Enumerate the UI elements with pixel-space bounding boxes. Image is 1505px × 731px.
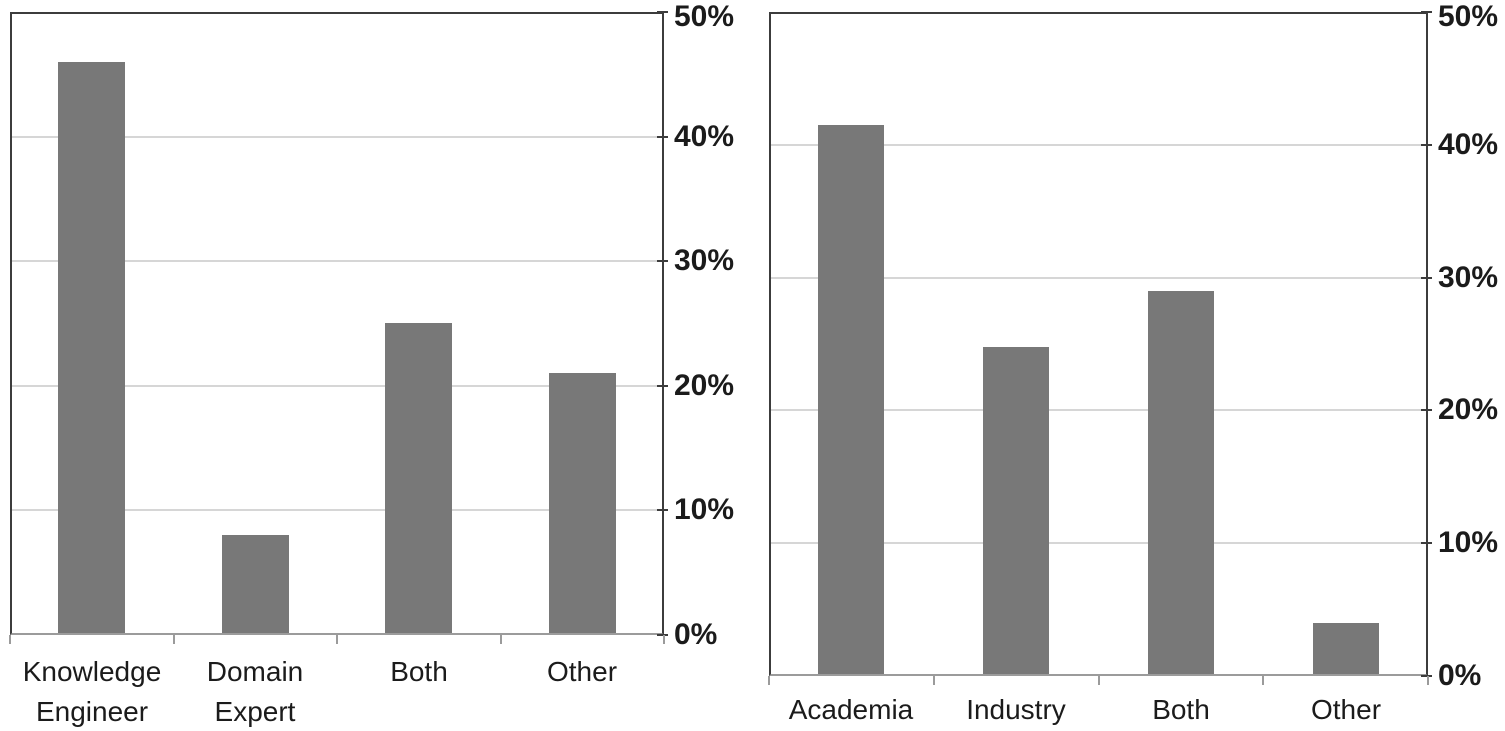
- y-axis-tick-50: [657, 11, 668, 13]
- y-axis-label: 30%: [674, 244, 735, 278]
- y-axis-tick-40: [657, 135, 668, 138]
- y-axis-tick-30: [1421, 276, 1432, 279]
- y-axis-tick-40: [1421, 143, 1432, 146]
- y-axis-label: 40%: [1438, 127, 1499, 161]
- gridline-30: [12, 260, 662, 263]
- bar-both: [1148, 291, 1214, 674]
- y-axis-label: 20%: [674, 368, 735, 402]
- category-label-knowledge-engineer: Knowledge: [22, 656, 162, 687]
- gridline-10: [12, 509, 662, 512]
- y-axis-tick-30: [657, 260, 668, 263]
- y-axis-label: 10%: [1438, 526, 1499, 560]
- gridline-40: [771, 143, 1426, 146]
- category-label-industry: Industry: [966, 694, 1066, 725]
- category-label-domain-expert: Expert: [214, 696, 296, 727]
- gridline-10: [771, 542, 1426, 545]
- x-axis-tick: [336, 635, 338, 644]
- category-label-knowledge-engineer: Engineer: [35, 696, 149, 727]
- category-label-both: Both: [390, 656, 448, 687]
- x-axis-tick: [663, 635, 665, 644]
- bar-other: [1313, 623, 1379, 674]
- gridline-20: [12, 384, 662, 387]
- gridline-20: [771, 409, 1426, 412]
- y-axis-tick-50: [1421, 11, 1432, 13]
- y-axis-tick-10: [657, 509, 668, 512]
- x-axis-tick: [768, 676, 770, 685]
- y-axis-tick-0: [657, 634, 668, 636]
- category-label-other: Other: [1310, 694, 1382, 725]
- bar-both: [385, 323, 452, 633]
- y-axis-tick-0: [1421, 675, 1432, 677]
- y-axis-label: 40%: [674, 119, 735, 153]
- y-axis-label: 0%: [1438, 659, 1482, 692]
- category-label-other: Other: [546, 656, 618, 687]
- gridline-40: [12, 135, 662, 138]
- y-axis-label: 30%: [1438, 260, 1499, 294]
- y-axis-tick-20: [657, 384, 668, 387]
- x-axis-tick: [9, 635, 11, 644]
- bar-other: [549, 373, 616, 633]
- y-axis-tick-10: [1421, 542, 1432, 545]
- x-axis-tick: [173, 635, 175, 644]
- y-axis-label: 50%: [674, 0, 735, 33]
- y-axis-label: 0%: [674, 618, 718, 651]
- y-axis-label: 10%: [674, 493, 735, 527]
- bar-industry: [983, 347, 1049, 674]
- category-label-domain-expert: Domain: [206, 656, 304, 687]
- gridline-30: [771, 276, 1426, 279]
- y-axis-label: 20%: [1438, 393, 1499, 427]
- category-label-academia: Academia: [788, 694, 914, 725]
- category-label-both: Both: [1152, 694, 1210, 725]
- x-axis-tick: [500, 635, 502, 644]
- y-axis-label: 50%: [1438, 0, 1499, 33]
- x-axis-tick: [1427, 676, 1429, 685]
- bar-domain-expert: [222, 535, 289, 633]
- bar-knowledge-engineer: [58, 62, 125, 633]
- bar-academia: [818, 125, 884, 674]
- y-axis-tick-20: [1421, 409, 1432, 412]
- x-axis-tick: [1098, 676, 1100, 685]
- x-axis-tick: [933, 676, 935, 685]
- x-axis-tick: [1262, 676, 1264, 685]
